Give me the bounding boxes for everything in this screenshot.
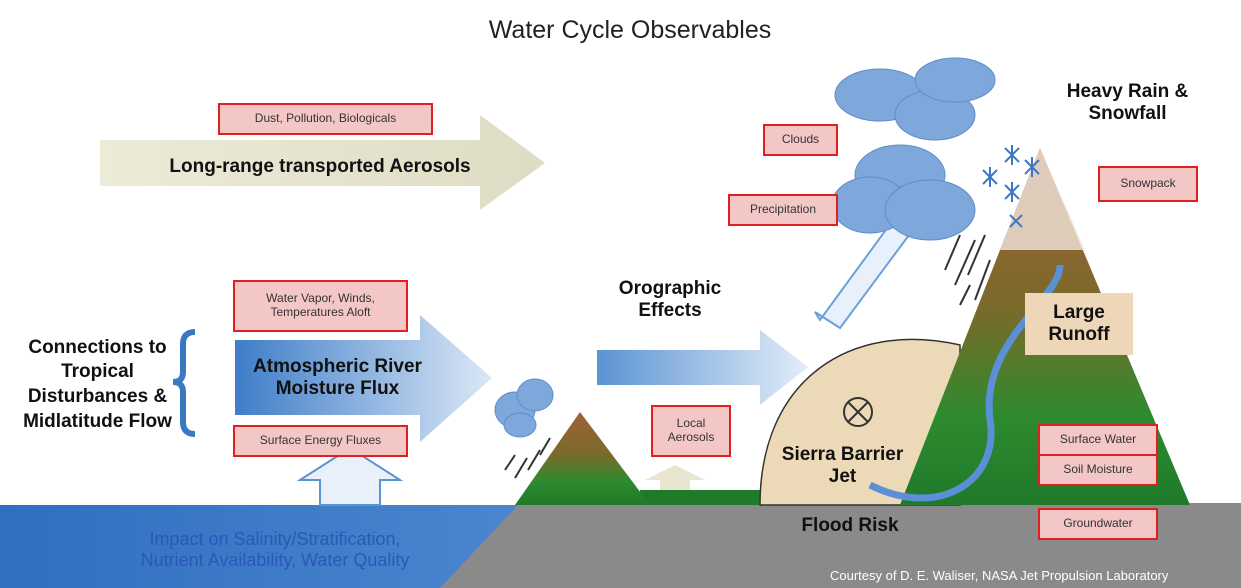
process-label: Connections to Tropical Disturbances & M…: [5, 330, 190, 440]
process-label: Atmospheric River Moisture Flux: [245, 353, 430, 403]
observable: Groundwater: [1038, 508, 1158, 540]
observable: Surface Water: [1038, 424, 1158, 456]
credit: Courtesy of D. E. Waliser, NASA Jet Prop…: [830, 566, 1241, 586]
observable: Precipitation: [728, 194, 838, 226]
observable: Clouds: [763, 124, 838, 156]
process-label: Orographic Effects: [610, 275, 730, 325]
process-label: Long-range transported Aerosols: [130, 150, 510, 184]
process-label: Heavy Rain & Snowfall: [1060, 78, 1195, 128]
observable: Surface Energy Fluxes: [233, 425, 408, 457]
observable: Soil Moisture: [1038, 454, 1158, 486]
observable: Water Vapor, Winds, Temperatures Aloft: [233, 280, 408, 332]
observable: Dust, Pollution, Biologicals: [218, 103, 433, 135]
diagram: Water Cycle Observables Dust, Pollution,…: [0, 0, 1241, 588]
process-label: Sierra Barrier Jet: [775, 440, 910, 492]
title: Water Cycle Observables: [420, 12, 840, 48]
process-label: Large Runoff: [1025, 293, 1133, 355]
observable: Local Aerosols: [651, 405, 731, 457]
ocean-label: Impact on Salinity/Stratification, Nutri…: [120, 520, 430, 580]
observable: Snowpack: [1098, 166, 1198, 202]
process-label: Flood Risk: [780, 512, 920, 540]
